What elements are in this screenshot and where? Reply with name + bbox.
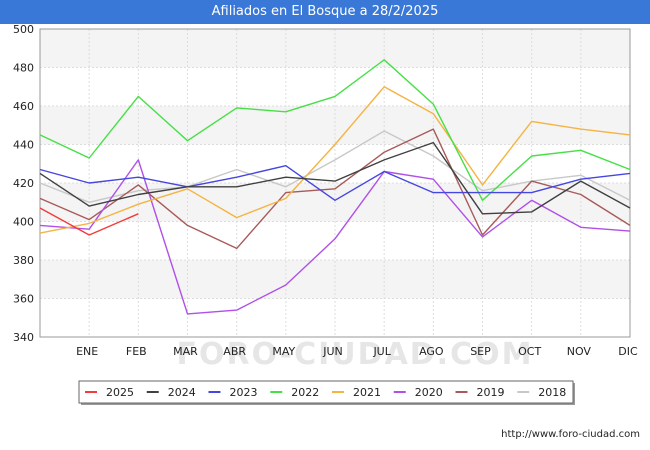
y-tick-label: 400: [13, 216, 34, 229]
y-tick-label: 440: [13, 139, 34, 152]
legend-label-2020: 2020: [415, 386, 443, 399]
x-tick-label: ENE: [76, 345, 98, 358]
x-tick-label: OCT: [518, 345, 541, 358]
series-line-2022: [39, 59, 631, 202]
legend-label-2021: 2021: [353, 386, 381, 399]
x-tick-label: DIC: [618, 345, 638, 358]
legend-box: [78, 380, 574, 404]
y-tick-label: 420: [13, 177, 34, 190]
chart-title: Afiliados en El Bosque a 28/2/2025: [0, 0, 650, 24]
series-line-2020: [39, 159, 631, 315]
x-tick-label: JUL: [372, 345, 391, 358]
y-tick-label: 500: [13, 23, 34, 36]
legend-label-2024: 2024: [168, 386, 196, 399]
y-axis-ticks: 340 360 380 400 420 440 460 480 500: [13, 23, 34, 344]
y-tick-label: 460: [13, 100, 34, 113]
y-tick-label: 480: [13, 62, 34, 75]
series-line-2019: [39, 128, 631, 250]
legend-label-2018: 2018: [538, 386, 566, 399]
x-tick-label: AGO: [419, 345, 444, 358]
series-line-2024: [39, 141, 631, 215]
x-tick-label: MAY: [272, 345, 295, 358]
legend-label-2019: 2019: [477, 386, 505, 399]
x-tick-label: ABR: [223, 345, 246, 358]
y-tick-label: 340: [13, 331, 34, 344]
y-tick-label: 360: [13, 293, 34, 306]
series-line-2025: [39, 207, 139, 236]
series-line-2023: [39, 164, 631, 202]
x-tick-label: MAR: [173, 345, 198, 358]
legend-label-2023: 2023: [230, 386, 258, 399]
legend-label-2022: 2022: [291, 386, 319, 399]
watermark-text: FORO-CIUDAD.COM: [177, 337, 534, 372]
x-tick-label: JUN: [322, 345, 343, 358]
x-axis-ticks: ENE FEB MAR ABR MAY JUN JUL AGO SEP OCT NOV DIC: [76, 345, 638, 358]
legend: 2025 2024 2023 2022 2021 2020 2019 2018: [78, 380, 575, 405]
series-line-2021: [39, 86, 631, 234]
legend-label-2025: 2025: [106, 386, 134, 399]
series-lines: [39, 59, 631, 315]
y-tick-label: 380: [13, 254, 34, 267]
x-tick-label: FEB: [126, 345, 147, 358]
x-tick-label: SEP: [470, 345, 491, 358]
source-url[interactable]: http://www.foro-ciudad.com: [501, 429, 640, 440]
x-tick-label: NOV: [567, 345, 592, 358]
